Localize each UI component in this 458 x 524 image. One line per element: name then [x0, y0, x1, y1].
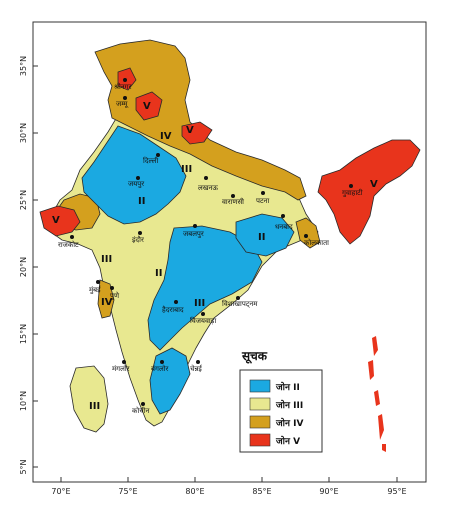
lon-label-80: 80°E — [185, 487, 204, 496]
city-hyderabad: हैदराबाद — [162, 305, 184, 314]
lat-label-15: 15°N — [19, 324, 28, 344]
zone-label-v-kashmir: V — [143, 101, 151, 112]
lat-label-10: 10°N — [19, 391, 28, 411]
city-srinagar: श्रीनगर — [114, 82, 132, 91]
legend-label-zone-v: जोन V — [275, 435, 300, 447]
city-patna: पटना — [256, 197, 269, 205]
lat-label-30: 30°N — [19, 123, 28, 143]
city-mumbai: मुंबई — [89, 285, 102, 294]
legend-label-zone-iv: जोन IV — [275, 417, 303, 429]
zone-iv-bengal — [295, 217, 321, 249]
lat-label-5: 5°N — [19, 459, 28, 474]
city-jabalpur: जबलपुर — [183, 230, 204, 238]
zone-ii-east — [235, 213, 295, 257]
zone-v-uttarakhand — [181, 121, 213, 145]
legend-label-zone-ii: जोन II — [275, 381, 300, 393]
city-guwahati: गुवाहाटी — [342, 188, 363, 197]
lat-label-20: 20°N — [19, 257, 28, 277]
city-chennai: चेन्नई — [190, 364, 203, 373]
zone-label-iii-srilanka: III — [89, 401, 100, 412]
city-pune: पुणे — [110, 291, 120, 300]
zone-label-iv-west: IV — [101, 297, 113, 308]
lon-label-85: 85°E — [252, 487, 271, 496]
lon-label-75: 75°E — [118, 487, 137, 496]
zone-label-v-kutch: V — [52, 215, 60, 226]
zone-label-ii-east: II — [258, 232, 265, 243]
city-kochi: कोचीन — [132, 406, 149, 415]
longitude-axis: 70°E 75°E 80°E 85°E 90°E 95°E — [51, 477, 407, 496]
city-indore: इंदौर — [132, 235, 144, 244]
city-jaipur: जयपुर — [128, 180, 144, 188]
city-delhi: दिल्ली — [143, 156, 158, 165]
lon-label-95: 95°E — [387, 487, 406, 496]
zone-label-v-himachal: V — [186, 125, 194, 136]
city-jammu: जम्मू — [116, 100, 128, 108]
zone-label-iii-east: III — [194, 298, 205, 309]
legend-swatch-zone-iv — [249, 415, 271, 429]
lat-label-25: 25°N — [19, 190, 28, 210]
zone-label-ii-central: II — [155, 268, 162, 279]
zone-ii-north — [81, 125, 187, 225]
city-markers — [70, 78, 353, 406]
lon-label-90: 90°E — [319, 487, 338, 496]
zone-iii-srilanka — [69, 365, 109, 433]
zone-iv-north — [94, 39, 307, 201]
city-vijayawada: विजयवाड़ा — [190, 316, 216, 325]
city-rajkot: राजकोट — [58, 240, 79, 249]
andaman-nicobar-islands — [368, 336, 386, 452]
zone-label-v-northeast: V — [370, 179, 378, 190]
legend-swatch-zone-iii — [249, 397, 271, 411]
city-lucknow: लखनऊ — [198, 184, 218, 192]
legend: सूचक जोन II जोन III जोन IV जोन V — [239, 349, 323, 453]
zone-label-iii-west: III — [101, 254, 112, 265]
city-mangalore: मंगलोर — [112, 364, 130, 373]
zone-iv-west — [97, 279, 115, 319]
legend-swatch-zone-v — [249, 433, 271, 447]
legend-swatch-zone-ii — [249, 379, 271, 393]
legend-label-zone-iii: जोन III — [275, 399, 303, 411]
legend-title: सूचक — [241, 349, 268, 364]
zone-v-kashmir — [117, 67, 137, 91]
zone-v-northeast — [317, 139, 421, 245]
city-varanasi: वाराणसी — [222, 197, 244, 206]
zone-ii-south — [149, 347, 191, 415]
city-bangalore: बंगलोर — [151, 364, 168, 373]
zone-label-iii-upper: III — [181, 164, 192, 175]
zone-v-himachal — [135, 91, 163, 121]
zone-label-ii-north: II — [138, 196, 145, 207]
city-dhanbad: धनबाद — [275, 223, 293, 231]
lon-label-70: 70°E — [51, 487, 70, 496]
city-visakhapatnam: विशाखापट्नम — [222, 299, 258, 308]
city-kolkata: कोलकाता — [304, 238, 329, 247]
zone-v-kutch — [39, 205, 81, 237]
latitude-axis: 5°N 10°N 15°N 20°N 25°N 30°N 35°N — [19, 56, 38, 475]
lat-label-35: 35°N — [19, 56, 28, 76]
zone-label-iv-north: IV — [160, 131, 172, 142]
